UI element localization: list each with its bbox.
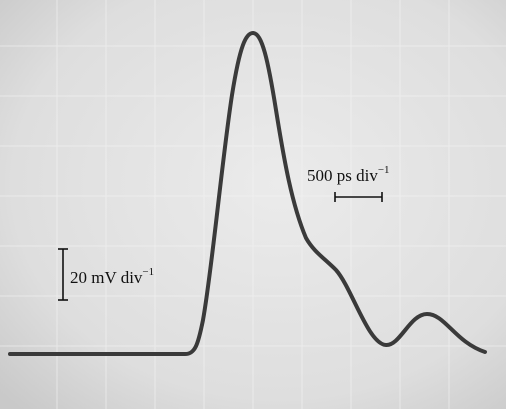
time-scale-exponent: −1 xyxy=(378,164,390,176)
time-scale-label: 500 ps div−1 xyxy=(307,164,390,185)
time-scale-text: 500 ps div xyxy=(307,166,378,185)
voltage-scale-text: 20 mV div xyxy=(70,268,143,287)
voltage-scale-label: 20 mV div−1 xyxy=(70,266,154,287)
voltage-scale-exponent: −1 xyxy=(142,266,154,278)
oscilloscope-figure: 20 mV div−1 500 ps div−1 xyxy=(0,0,506,409)
